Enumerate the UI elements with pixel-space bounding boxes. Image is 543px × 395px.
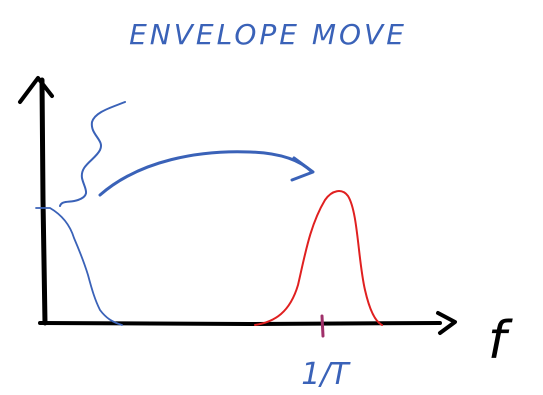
envelope-brace [60,102,125,206]
page: ENVELOPE MOVE f 1/T (() => { const data … [0,0,543,395]
baseband-envelope [36,208,122,325]
sketch: ENVELOPE MOVE f 1/T [0,0,543,395]
move-arrow [100,152,312,195]
axis-label: f [488,311,513,371]
shifted-envelope [255,191,382,325]
center-tick [322,316,323,336]
y-arrowhead [20,78,52,102]
tick-label: 1/T [301,357,351,392]
y-axis [42,80,45,323]
title: ENVELOPE MOVE [129,18,407,51]
